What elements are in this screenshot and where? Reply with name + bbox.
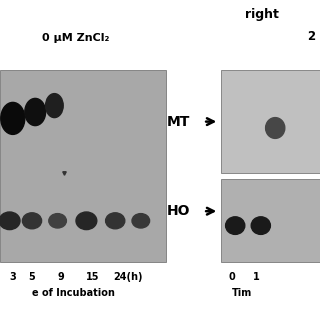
Ellipse shape <box>106 213 125 229</box>
Text: right: right <box>245 8 279 21</box>
Ellipse shape <box>0 212 20 230</box>
Text: HO: HO <box>166 204 190 218</box>
Ellipse shape <box>76 212 97 230</box>
Ellipse shape <box>132 214 150 228</box>
Text: 9: 9 <box>57 272 64 282</box>
Bar <box>0 70 166 262</box>
Ellipse shape <box>46 93 63 118</box>
Text: Tim: Tim <box>231 288 252 298</box>
Ellipse shape <box>1 102 25 134</box>
Text: e of Incubation: e of Incubation <box>32 288 115 298</box>
Ellipse shape <box>25 99 46 126</box>
Text: 2: 2 <box>307 30 315 43</box>
Bar <box>221 179 320 262</box>
Ellipse shape <box>266 118 285 139</box>
Text: 15: 15 <box>86 272 100 282</box>
Text: 5: 5 <box>28 272 36 282</box>
Text: 3: 3 <box>9 272 16 282</box>
Ellipse shape <box>226 217 245 234</box>
Ellipse shape <box>251 217 270 234</box>
Text: 24(h): 24(h) <box>113 272 143 282</box>
Text: MT: MT <box>167 115 190 129</box>
Bar <box>221 70 320 173</box>
Ellipse shape <box>49 214 67 228</box>
Ellipse shape <box>22 213 42 229</box>
Text: 1: 1 <box>252 272 260 282</box>
Text: 0 μM ZnCl₂: 0 μM ZnCl₂ <box>42 33 109 44</box>
Text: 0: 0 <box>228 272 236 282</box>
